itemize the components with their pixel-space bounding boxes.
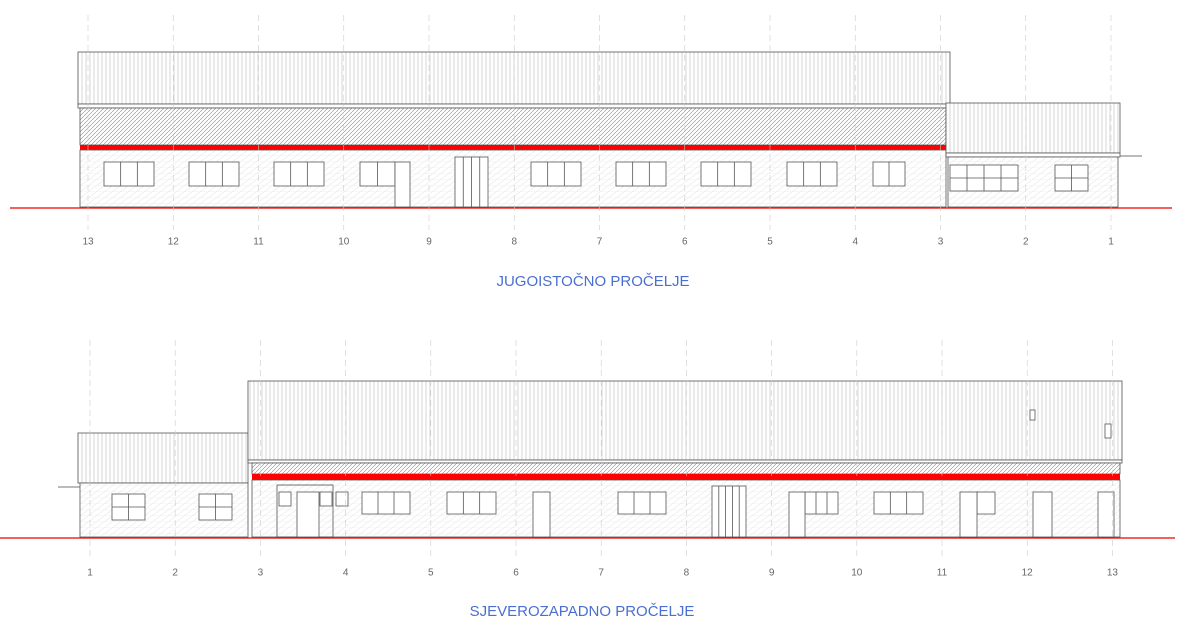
window <box>804 491 839 515</box>
grid-label: 3 <box>938 237 944 248</box>
door <box>296 491 320 538</box>
window <box>319 491 333 507</box>
door <box>788 491 806 538</box>
door <box>532 491 551 538</box>
grid-label: 2 <box>1023 237 1029 248</box>
grid-label: 10 <box>851 568 863 579</box>
window <box>188 161 240 187</box>
door <box>1032 491 1053 538</box>
grid-label: 1 <box>87 568 93 579</box>
window <box>335 491 349 507</box>
grid-label: 10 <box>338 237 350 248</box>
window <box>976 491 996 515</box>
grid-label: 12 <box>1022 568 1034 579</box>
grid-label: 1 <box>1108 237 1114 248</box>
elevation-title: JUGOISTOČNO PROČELJE <box>496 273 689 290</box>
door <box>394 161 411 208</box>
window <box>278 491 292 507</box>
window <box>530 161 582 187</box>
window <box>446 491 497 515</box>
grid-label: 2 <box>172 568 178 579</box>
elevation-title: SJEVEROZAPADNO PROČELJE <box>470 603 695 620</box>
grid-label: 13 <box>82 237 94 248</box>
grid-label: 8 <box>684 568 690 579</box>
grid-label: 7 <box>597 237 603 248</box>
grid-label: 13 <box>1107 568 1119 579</box>
grid-label: 3 <box>258 568 264 579</box>
window <box>873 491 924 515</box>
grid-label: 9 <box>426 237 432 248</box>
grid-label: 5 <box>428 568 434 579</box>
window <box>617 491 667 515</box>
window <box>711 485 747 538</box>
window <box>615 161 667 187</box>
grid-label: 7 <box>598 568 604 579</box>
north-west-elevation <box>0 380 1175 539</box>
window <box>700 161 752 187</box>
window <box>273 161 325 187</box>
grid-label: 4 <box>343 568 349 579</box>
grid-label: 4 <box>852 237 858 248</box>
grid-label: 8 <box>511 237 517 248</box>
grid-label: 5 <box>767 237 773 248</box>
grid-label: 9 <box>769 568 775 579</box>
window <box>786 161 838 187</box>
door <box>1097 491 1115 538</box>
window <box>361 491 411 515</box>
grid-label: 6 <box>682 237 688 248</box>
door <box>959 491 978 538</box>
grid-label: 6 <box>513 568 519 579</box>
grid-label: 11 <box>253 237 264 248</box>
window <box>103 161 155 187</box>
grid-label: 12 <box>168 237 180 248</box>
grid-label: 11 <box>937 568 948 579</box>
